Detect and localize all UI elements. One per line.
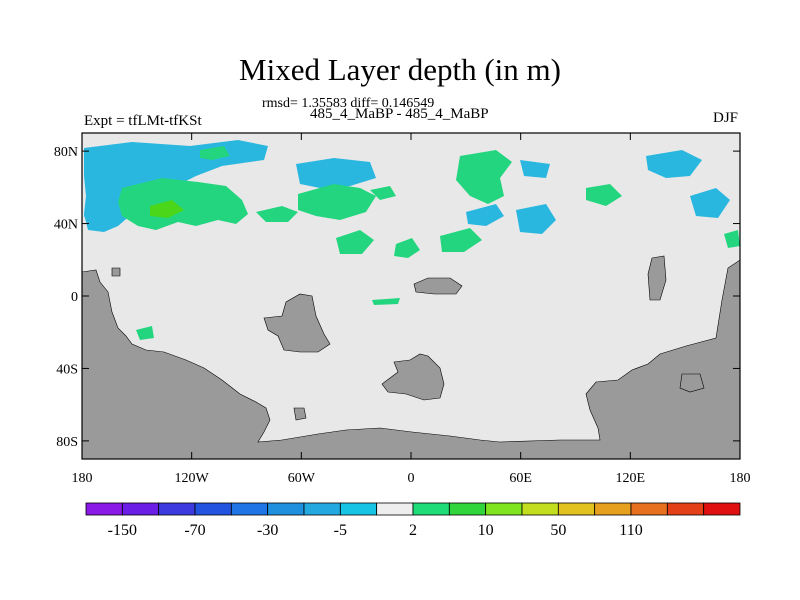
x-tick-label: 60W (288, 471, 316, 486)
colorbar-swatch (703, 502, 741, 516)
colorbar-label: 50 (550, 522, 566, 539)
x-tick-label: 0 (408, 471, 415, 486)
neg-anomaly-region (690, 188, 730, 218)
neg-anomaly-region (466, 204, 504, 226)
pos-anomaly-region (336, 230, 374, 254)
experiment-label: Expt = tfLMt-tfKSt (84, 113, 202, 129)
y-tick-label: 40N (54, 218, 78, 233)
colorbar-swatch (303, 502, 341, 516)
plot-subtitle: 485_4_MaBP - 485_4_MaBP (310, 106, 489, 122)
neg-anomaly-region (516, 204, 556, 234)
x-tick-label: 60E (509, 471, 532, 486)
colorbar-swatch (448, 502, 487, 516)
x-tick-label: 180 (72, 471, 93, 486)
colorbar-swatch (158, 502, 196, 516)
pos-anomaly-region (256, 206, 298, 222)
pos-anomaly-region (456, 150, 512, 204)
x-tick-label: 120E (616, 471, 646, 486)
colorbar-swatch (557, 502, 596, 516)
pos-anomaly-region (150, 200, 184, 218)
colorbar-label: -70 (184, 522, 205, 539)
pos-anomaly-region (118, 178, 248, 230)
colorbar-swatch (412, 502, 450, 516)
plot-title: Mixed Layer depth (in m) (239, 52, 561, 87)
colorbar-label: -30 (257, 522, 278, 539)
x-tick-label: 120W (175, 471, 210, 486)
anomaly-layer (84, 140, 740, 340)
pos-anomaly-region (372, 298, 400, 305)
pos-anomaly-region (394, 238, 420, 258)
y-tick-label: 80S (56, 435, 78, 450)
colorbar-label: -150 (108, 522, 137, 539)
colorbar-swatch (485, 502, 523, 516)
season-label: DJF (712, 110, 738, 126)
colorbar-swatch (521, 502, 559, 516)
neg-anomaly-region (646, 150, 702, 178)
pos-anomaly-region (724, 230, 740, 248)
colorbar-swatch (230, 502, 269, 516)
pos-anomaly-region (136, 326, 154, 340)
colorbar-swatch (267, 502, 305, 516)
land-mass (647, 255, 667, 301)
colorbar-swatch (376, 502, 414, 516)
map-ticks: 80N 40N 0 40S 80S 180 120W 60W 0 60E 120E 180 (54, 133, 751, 486)
stats-text: rmsd= 1.35583 diff= 0.146549 (262, 96, 435, 111)
colorbar-swatch (85, 502, 123, 516)
colorbar-swatch (594, 502, 632, 516)
map-area: 80N 40N 0 40S 80S 180 120W 60W 0 60E 120E 180 (54, 132, 751, 486)
y-tick-label: 40S (56, 362, 78, 377)
colorbar-swatch (666, 502, 705, 516)
land-mass (413, 277, 463, 295)
pos-anomaly-region (440, 228, 482, 252)
pos-anomaly-region (370, 186, 396, 200)
pos-anomaly-region (200, 146, 230, 160)
pos-anomaly-region (298, 184, 376, 220)
land-mass (293, 407, 307, 421)
y-tick-label: 80N (54, 145, 78, 160)
x-tick-label: 180 (730, 471, 751, 486)
colorbar-label: 2 (409, 522, 417, 539)
land-mass (263, 293, 331, 353)
land-mass (81, 259, 741, 460)
land-layer (81, 255, 741, 460)
colorbar-swatch (630, 502, 668, 516)
land-mass (111, 267, 121, 277)
land-mass (381, 353, 445, 401)
neg-anomaly-region (520, 160, 550, 178)
colorbar-label: -5 (334, 522, 347, 539)
colorbar-swatch (121, 502, 160, 516)
pos-anomaly-region (586, 184, 622, 206)
colorbar-swatch (339, 502, 378, 516)
colorbar-label: 10 (478, 522, 494, 539)
neg-anomaly-region (84, 200, 112, 228)
colorbar: -150 -70 -30 -5 2 10 50 110 (85, 502, 741, 539)
colorbar-swatch (194, 502, 232, 516)
colorbar-label: 110 (619, 522, 642, 539)
neg-anomaly-region (296, 158, 376, 188)
y-tick-label: 0 (71, 290, 78, 305)
land-mass (679, 373, 705, 393)
